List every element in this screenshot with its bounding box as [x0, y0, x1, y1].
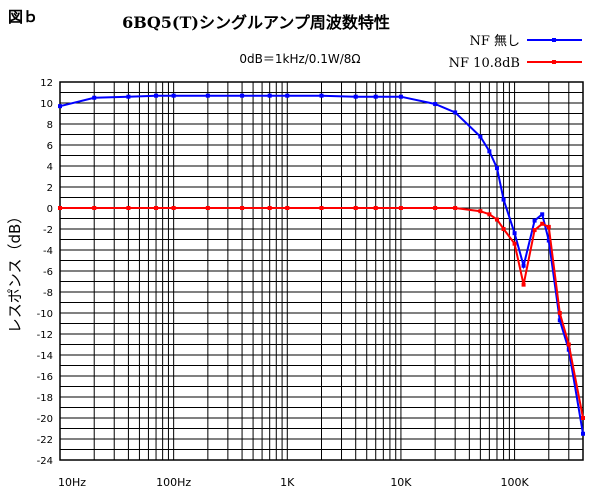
x-tick-label: 1K [280, 476, 295, 489]
data-point [373, 206, 378, 210]
data-point [171, 93, 176, 98]
y-tick-label: 2 [47, 183, 53, 194]
y-tick-label: 6 [47, 141, 53, 152]
data-point [532, 228, 537, 233]
data-point [494, 166, 499, 171]
y-tick-label: 4 [47, 162, 53, 173]
data-point [373, 94, 378, 99]
y-axis-label: レスポンス（dB） [6, 209, 24, 334]
data-point [126, 206, 131, 210]
data-point [478, 209, 483, 214]
plot-frame [59, 81, 584, 461]
data-point [92, 95, 97, 100]
data-point [154, 206, 159, 210]
data-point [92, 206, 97, 210]
x-tick-label: 100Hz [156, 476, 191, 489]
data-point [501, 197, 506, 202]
data-point [540, 221, 545, 226]
data-point [433, 102, 438, 107]
data-point [521, 263, 526, 268]
data-point [58, 206, 62, 210]
y-tick-label: -8 [43, 288, 53, 299]
data-point [453, 206, 458, 210]
data-point [267, 206, 272, 210]
data-point [540, 212, 545, 217]
data-point [566, 342, 571, 347]
x-tick-label: 100K [500, 476, 529, 489]
y-tick-label: -16 [37, 372, 53, 383]
data-point [267, 93, 272, 98]
series-layer [58, 93, 585, 436]
legend: NF 無し NF 10.8dB [449, 34, 582, 71]
legend-swatch-marker [552, 60, 556, 64]
y-tick-label: -4 [43, 246, 53, 257]
y-tick-label: 12 [40, 78, 53, 89]
data-point [494, 217, 499, 222]
figure-label: 図ｂ [8, 8, 38, 26]
y-axis-ticks: 12 10 8 6 4 2 0 -2 -4 -6 -8 -10 -12 -14 -16 -18 -20 -22 -2… [37, 78, 53, 467]
data-point [487, 212, 492, 217]
data-point [546, 238, 551, 243]
data-point [501, 227, 506, 231]
data-point [353, 94, 358, 99]
data-point [205, 93, 210, 98]
y-tick-label: -18 [37, 393, 53, 404]
data-point [532, 218, 537, 223]
y-tick-label: -14 [37, 351, 53, 362]
data-point [546, 224, 551, 229]
data-point [58, 104, 62, 109]
data-point [285, 206, 290, 210]
y-tick-label: -10 [37, 309, 53, 320]
y-tick-label: -2 [43, 225, 53, 236]
data-point [581, 431, 585, 436]
data-point [557, 311, 562, 315]
legend-label: NF 10.8dB [449, 56, 520, 71]
chart-title: 6BQ5(T)シングルアンプ周波数特性 [122, 13, 390, 32]
legend-label: NF 無し [469, 34, 520, 49]
y-tick-label: -24 [37, 456, 53, 467]
data-point [521, 282, 526, 287]
data-point [398, 206, 403, 210]
data-point [285, 93, 290, 98]
data-point [319, 206, 324, 210]
legend-swatch-marker [552, 38, 556, 42]
chart-subtitle: 0dB＝1kHz/0.1W/8Ω [239, 52, 360, 66]
data-point [240, 93, 245, 98]
data-point [171, 206, 176, 210]
data-point [453, 110, 458, 115]
x-tick-label: 10Hz [58, 476, 86, 489]
data-point [512, 231, 517, 236]
y-tick-label: 10 [40, 99, 53, 110]
data-point [478, 134, 483, 139]
data-point [398, 94, 403, 99]
data-point [126, 94, 131, 99]
y-tick-label: -12 [37, 330, 53, 341]
data-point [154, 93, 159, 98]
data-point [319, 93, 324, 98]
data-point [581, 416, 585, 420]
data-point [240, 206, 245, 210]
y-tick-label: 8 [47, 120, 53, 131]
series-2 [58, 206, 585, 420]
data-point [205, 206, 210, 210]
data-point [557, 318, 562, 323]
grid [60, 81, 583, 461]
x-tick-label: 10K [390, 476, 412, 489]
series-1 [58, 93, 585, 436]
x-axis-ticks: 10Hz 100Hz 1K 10K 100K [58, 476, 529, 489]
y-tick-label: 0 [47, 204, 53, 215]
y-tick-label: -20 [37, 414, 53, 425]
data-point [353, 206, 358, 210]
data-point [433, 206, 438, 210]
data-point [512, 241, 517, 246]
y-tick-label: -22 [37, 435, 53, 446]
data-point [487, 149, 492, 154]
y-tick-label: -6 [43, 267, 53, 278]
